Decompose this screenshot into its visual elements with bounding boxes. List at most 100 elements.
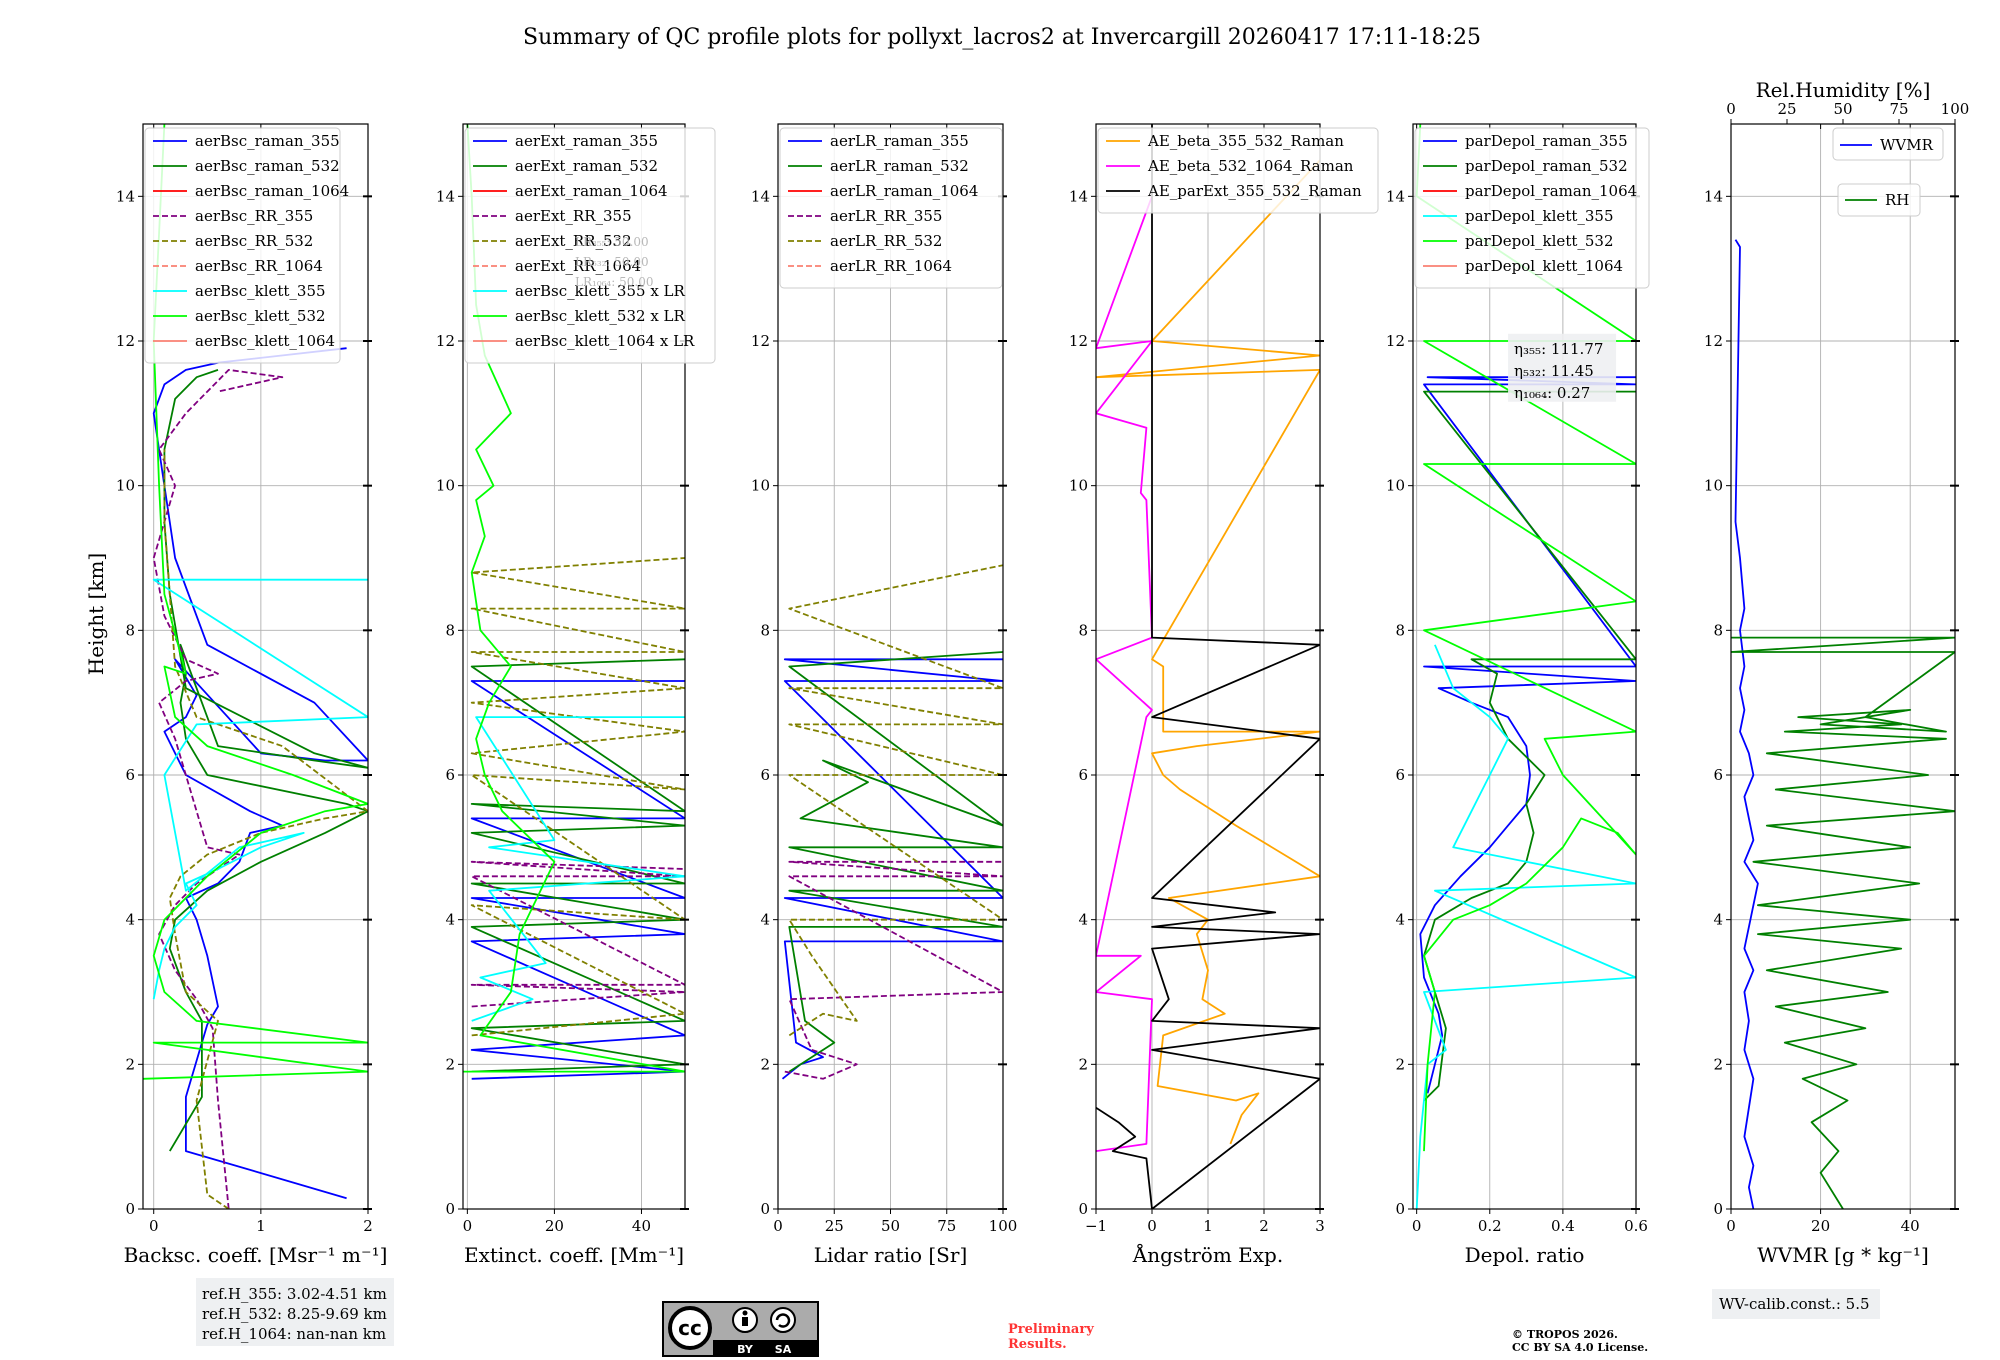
legend-entry: aerLR_raman_355 [830,132,969,150]
x-tick-label: 40 [1901,1217,1920,1235]
x-tick-label: 0 [463,1217,473,1235]
legend-entry: aerBsc_klett_532 [195,307,326,325]
y-tick-label: 14 [751,187,770,205]
legend-entry: aerLR_raman_532 [830,157,969,175]
y-tick-label: 10 [1069,477,1088,495]
sa-icon [770,1307,796,1333]
axes-frame [1412,123,1637,1210]
cc-icon-label: cc [678,1316,702,1340]
legend-entry: AE_beta_532_1064_Raman [1147,157,1354,175]
eta-box [1508,333,1617,402]
y-tick-label: 12 [1704,332,1723,350]
legend-entry: parDepol_raman_532 [1465,157,1628,175]
x-tick-label: 0 [1412,1217,1422,1235]
x-tick-label: 0.6 [1624,1217,1648,1235]
panel-depol: 0 0.2 0.4 0.6 0 2 4 6 8 10 12 14 Depol. ratio parDepo… [1386,123,1650,1267]
copyright-line-1: © TROPOS 2026. [1512,1328,1618,1341]
series-line-aerBsc_RR_355 [152,369,284,1209]
series-line-aerExt_RR_355 [470,860,685,1008]
legend-entry: parDepol_raman_1064 [1465,182,1637,200]
wv-calib-text: WV-calib.const.: 5.5 [1719,1295,1870,1313]
y-tick-label: 14 [1069,187,1088,205]
series-line-AE_parExt_355_532_Raman [1096,124,1320,1209]
y-tick-label: 14 [1386,187,1405,205]
y-tick-label: 14 [116,187,135,205]
x-axis-label: Backsc. coeff. [Msr⁻¹ m⁻¹] [124,1243,388,1267]
legend-box [464,127,716,364]
top-x-tick-label: 25 [1777,100,1796,118]
copyright-line-2: CC BY SA 4.0 License. [1512,1341,1648,1354]
by-icon-head [742,1310,748,1316]
top-x-tick-label: 0 [1726,100,1736,118]
x-tick-label: 0 [1726,1217,1736,1235]
y-tick-label: 8 [125,621,135,639]
y-tick-label: 6 [445,766,455,784]
x-tick-label: 20 [1811,1217,1830,1235]
y-axis-label: Height [km] [84,553,108,675]
legend-entry: WVMR [1880,136,1934,154]
legend-box [1414,127,1650,289]
series-line-aerBsc_raman_355 [152,347,368,1200]
legend-entry: AE_parExt_355_532_Raman [1147,182,1362,200]
lr-annotation: LR₅₃₂: 50.00 [575,255,649,269]
legend-entry: aerBsc_klett_1064 x LR [515,332,695,350]
x-axis-label: Ångström Exp. [1132,1242,1283,1267]
sa-icon-arrow [775,1313,791,1328]
preliminary-line-1: Preliminary [1008,1322,1094,1337]
legend-entry: aerExt_RR_355 [515,207,632,225]
y-tick-label: 4 [1078,911,1088,929]
legend-box-rh [1837,183,1921,217]
x-axis-label: WVMR [g * kg⁻¹] [1757,1243,1929,1267]
top-x-tick-label: 50 [1833,100,1852,118]
legend-entry: aerExt_raman_355 [515,132,658,150]
y-tick-label: 8 [760,621,770,639]
legend-entry: parDepol_klett_1064 [1465,257,1623,275]
cc-license-badge[interactable]: cc BY SA [662,1301,819,1357]
ref-height-532: ref.H_532: 8.25-9.69 km [202,1305,387,1323]
legend-entry: aerBsc_klett_1064 [195,332,335,350]
y-tick-label: 6 [1078,766,1088,784]
y-tick-label: 8 [1078,621,1088,639]
series-line-aerBsc_klett_355 [152,578,368,1000]
y-tick-label: 2 [760,1055,770,1073]
x-tick-label: 0 [1147,1217,1157,1235]
eta-annotation: η₃₅₅: 111.77 [1514,340,1603,358]
axes-frame [1730,123,1956,1210]
x-axis-label: Extinct. coeff. [Mm⁻¹] [464,1243,684,1267]
legend-box [144,127,341,364]
series-line-RH [1731,636,1955,1209]
series-line-WVMR [1734,239,1759,1209]
y-tick-label: 0 [445,1200,455,1218]
series-line-aerBsc_klett_532 x LR [463,124,685,1073]
y-tick-label: 12 [751,332,770,350]
eta-annotation: η₅₃₂: 11.45 [1514,362,1594,380]
legend-entry: aerBsc_klett_355 [195,282,326,300]
y-tick-label: 8 [1713,621,1723,639]
x-tick-label: 25 [825,1217,844,1235]
by-label: BY [737,1343,754,1356]
legend-entry: parDepol_klett_532 [1465,232,1614,250]
series-line-aerBsc_klett_355 x LR [471,716,685,1022]
legend-entry: aerLR_raman_1064 [830,182,978,200]
y-tick-label: 10 [1386,477,1405,495]
legend-entry: parDepol_klett_355 [1465,207,1614,225]
x-tick-label: 2 [1259,1217,1269,1235]
x-tick-label: 0.4 [1551,1217,1575,1235]
legend-entry: RH [1885,191,1909,209]
x-tick-label: 20 [545,1217,564,1235]
cc-badge-strip [713,1340,818,1356]
x-tick-label: 1 [1203,1217,1213,1235]
legend-entry: aerBsc_klett_355 x LR [515,282,686,300]
legend-entry: aerLR_RR_1064 [830,257,952,275]
y-tick-label: 10 [116,477,135,495]
legend-entry: aerBsc_RR_1064 [195,257,323,275]
legend-entry: aerLR_RR_532 [830,232,942,250]
y-tick-label: 0 [760,1200,770,1218]
x-tick-label: −1 [1085,1217,1107,1235]
legend-entry: AE_beta_355_532_Raman [1147,132,1344,150]
series-line-parDepol_raman_355 [1419,376,1636,1094]
y-tick-label: 2 [1713,1055,1723,1073]
x-tick-label: 3 [1315,1217,1325,1235]
